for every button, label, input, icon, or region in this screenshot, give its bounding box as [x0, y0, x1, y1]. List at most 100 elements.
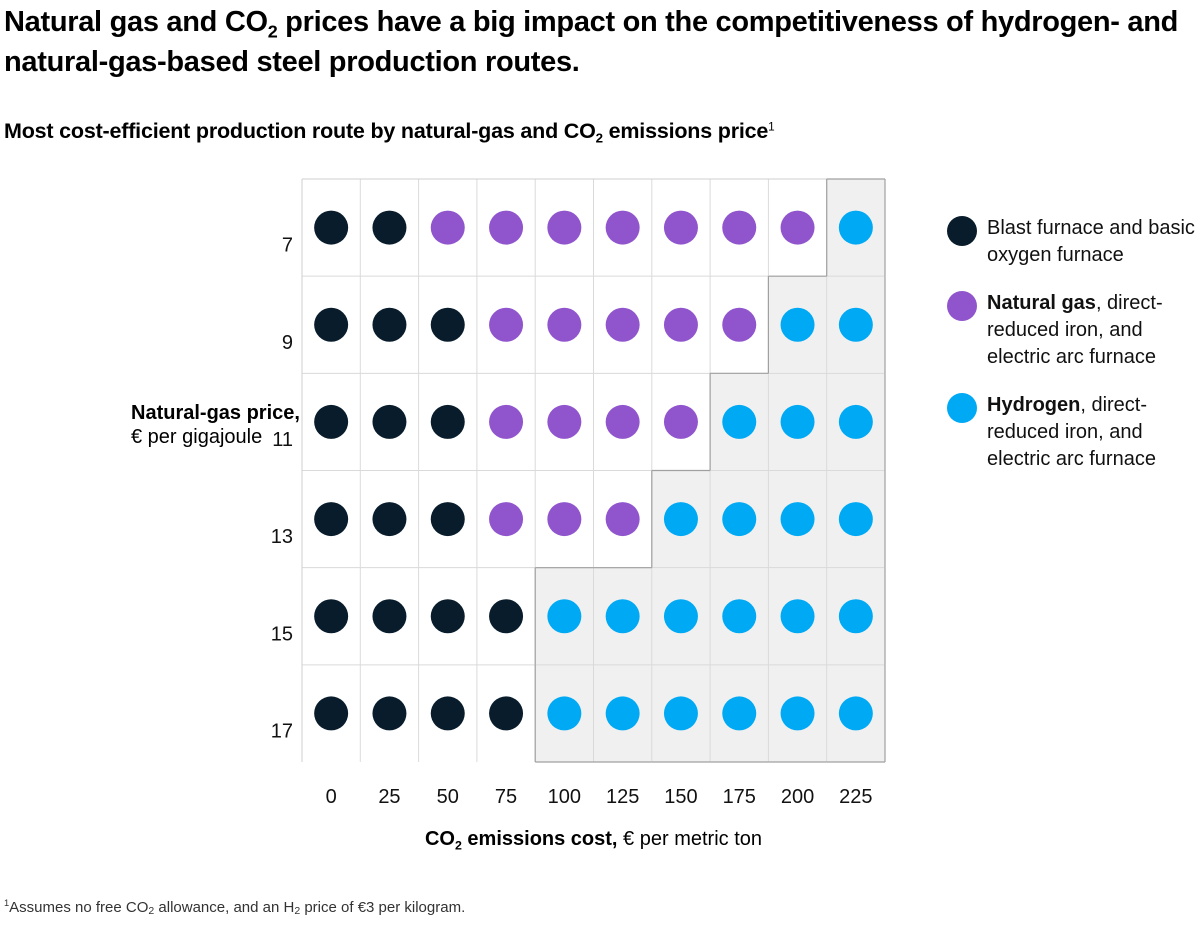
data-point-bf-bof — [314, 502, 349, 537]
data-point-bf-bof — [372, 307, 407, 342]
data-points — [314, 210, 873, 731]
legend-label: , direct-reduced iron, and electric arc … — [987, 394, 1156, 470]
y-tick-label: 17 — [271, 720, 293, 742]
x-tick-label: 25 — [378, 786, 400, 808]
legend-item-natural-gas: Natural gas, direct-reduced iron, and el… — [945, 290, 1200, 371]
data-point-bf-bof — [372, 210, 407, 245]
x-tick-label: 225 — [839, 786, 872, 808]
data-point-h2-dri-eaf — [663, 502, 698, 537]
data-point-bf-bof — [489, 696, 524, 731]
data-point-h2-dri-eaf — [780, 599, 815, 634]
subtitle-text-rest: emissions price — [602, 119, 769, 143]
data-point-ng-dri-eaf — [489, 210, 524, 245]
legend-label: , direct-reduced iron, and electric arc … — [987, 292, 1163, 368]
y-tick-label: 15 — [271, 623, 293, 645]
data-point-ng-dri-eaf — [547, 210, 582, 245]
data-point-h2-dri-eaf — [605, 696, 640, 731]
data-point-h2-dri-eaf — [838, 696, 873, 731]
data-point-bf-bof — [430, 599, 465, 634]
data-point-ng-dri-eaf — [663, 307, 698, 342]
data-point-ng-dri-eaf — [430, 210, 465, 245]
data-point-ng-dri-eaf — [780, 210, 815, 245]
legend-item-hydrogen: Hydrogen, direct-reduced iron, and elect… — [945, 392, 1200, 473]
data-point-h2-dri-eaf — [838, 502, 873, 537]
title-subscript: 2 — [267, 21, 278, 42]
footnote-text: allowance, and an H — [154, 899, 295, 916]
data-point-ng-dri-eaf — [547, 307, 582, 342]
y-tick-label: 13 — [271, 526, 293, 548]
footnote-number: 1 — [4, 897, 10, 908]
data-point-ng-dri-eaf — [489, 404, 524, 439]
data-point-h2-dri-eaf — [547, 696, 582, 731]
data-point-h2-dri-eaf — [780, 502, 815, 537]
data-point-bf-bof — [314, 599, 349, 634]
x-axis-title-subscript: 2 — [454, 838, 462, 853]
data-point-h2-dri-eaf — [780, 307, 815, 342]
y-tick-label: 11 — [272, 429, 293, 451]
data-point-h2-dri-eaf — [605, 599, 640, 634]
title-text: Natural gas and CO — [4, 6, 268, 38]
chart-title: Natural gas and CO2 prices have a big im… — [4, 2, 1194, 82]
legend-label-bold: Hydrogen — [987, 394, 1081, 416]
data-point-ng-dri-eaf — [605, 502, 640, 537]
data-point-bf-bof — [430, 307, 465, 342]
footnote-text: price of €3 per kilogram. — [300, 899, 466, 916]
legend-item-bf-bof: Blast furnace and basic oxygen furnace — [945, 215, 1200, 269]
data-point-ng-dri-eaf — [605, 307, 640, 342]
y-tick-label: 9 — [282, 332, 293, 354]
x-axis-title-bold: CO — [424, 828, 455, 850]
x-tick-label: 50 — [437, 786, 459, 808]
data-point-bf-bof — [372, 404, 407, 439]
data-point-bf-bof — [430, 502, 465, 537]
data-point-ng-dri-eaf — [489, 307, 524, 342]
data-point-ng-dri-eaf — [663, 210, 698, 245]
data-point-ng-dri-eaf — [547, 502, 582, 537]
data-point-h2-dri-eaf — [663, 599, 698, 634]
legend: Blast furnace and basic oxygen furnace N… — [945, 215, 1200, 494]
x-tick-labels: 0 25 50 75 100 125 150 175 200 225 — [326, 786, 873, 808]
data-point-ng-dri-eaf — [722, 307, 757, 342]
data-point-h2-dri-eaf — [547, 599, 582, 634]
footnote-text: Assumes no free CO — [9, 899, 149, 916]
data-point-bf-bof — [372, 599, 407, 634]
data-point-h2-dri-eaf — [838, 404, 873, 439]
data-point-h2-dri-eaf — [722, 404, 757, 439]
data-point-bf-bof — [314, 404, 349, 439]
x-tick-label: 150 — [664, 786, 697, 808]
footnote-subscript: 2 — [294, 905, 301, 918]
data-point-ng-dri-eaf — [489, 502, 524, 537]
y-axis-title-unit: € per gigajoule — [131, 426, 263, 448]
y-tick-labels: 7 9 11 13 15 17 — [271, 235, 293, 743]
chart-subtitle: Most cost-efficient production route by … — [4, 116, 775, 146]
legend-label-bold: Natural gas — [987, 292, 1096, 314]
data-point-h2-dri-eaf — [838, 210, 873, 245]
legend-swatch-hydrogen — [947, 393, 977, 423]
footnote-marker: 1 — [768, 119, 775, 134]
y-tick-label: 7 — [282, 235, 293, 257]
data-point-bf-bof — [372, 502, 407, 537]
data-point-h2-dri-eaf — [780, 696, 815, 731]
data-point-bf-bof — [314, 696, 349, 731]
data-point-h2-dri-eaf — [722, 502, 757, 537]
region-boundary — [534, 178, 886, 763]
data-point-bf-bof — [314, 210, 349, 245]
x-axis-title: CO2 emissions cost, € per metric ton — [302, 826, 885, 852]
data-point-h2-dri-eaf — [780, 404, 815, 439]
y-axis-title-bold: Natural-gas price, — [131, 402, 300, 424]
data-point-h2-dri-eaf — [722, 599, 757, 634]
legend-label: Blast furnace and basic oxygen furnace — [987, 217, 1195, 266]
data-point-h2-dri-eaf — [663, 696, 698, 731]
legend-swatch-natural-gas — [947, 291, 977, 321]
y-axis-title: Natural-gas price, € per gigajoule — [131, 401, 300, 449]
data-point-ng-dri-eaf — [605, 210, 640, 245]
data-point-ng-dri-eaf — [663, 404, 698, 439]
subtitle-subscript: 2 — [595, 130, 603, 146]
data-point-bf-bof — [489, 599, 524, 634]
x-tick-label: 75 — [495, 786, 517, 808]
data-point-h2-dri-eaf — [722, 696, 757, 731]
data-point-bf-bof — [430, 404, 465, 439]
data-point-bf-bof — [430, 696, 465, 731]
data-point-h2-dri-eaf — [838, 307, 873, 342]
data-point-ng-dri-eaf — [605, 404, 640, 439]
